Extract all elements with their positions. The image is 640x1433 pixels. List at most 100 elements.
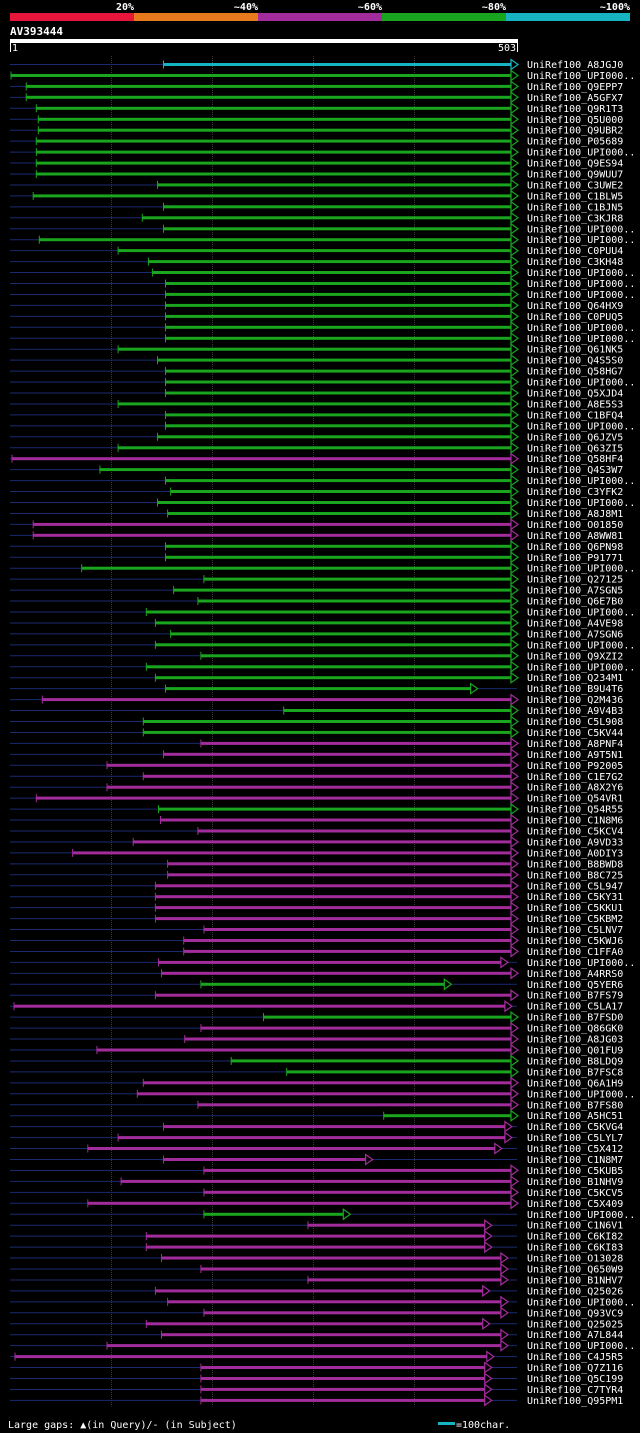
hit-label[interactable]: UniRef100_UPI000.. [527, 1341, 635, 1352]
hit-row[interactable]: UniRef100_UPI000.. [10, 69, 635, 83]
hit-row[interactable]: UniRef100_Q9R1T3 [10, 102, 623, 115]
hit-label[interactable]: UniRef100_O01850 [527, 520, 623, 531]
hit-label[interactable]: UniRef100_UPI000.. [527, 268, 635, 279]
hit-label[interactable]: UniRef100_Q5U000 [527, 115, 623, 126]
hit-label[interactable]: UniRef100_Q25026 [527, 1286, 623, 1297]
hit-row[interactable]: UniRef100_A9T5N1 [10, 748, 623, 761]
hit-row[interactable]: UniRef100_C1FFA0 [10, 945, 623, 958]
hit-row[interactable]: UniRef100_A9V4B3 [10, 704, 623, 718]
hit-label[interactable]: UniRef100_UPI000.. [527, 279, 635, 290]
hit-label[interactable]: UniRef100_C5X412 [527, 1144, 623, 1155]
hit-row[interactable]: UniRef100_Q7Z116 [10, 1361, 623, 1375]
hit-label[interactable]: UniRef100_Q9WUU7 [527, 170, 623, 181]
hit-label[interactable]: UniRef100_C1BLW5 [527, 191, 623, 202]
hit-label[interactable]: UniRef100_A7L844 [527, 1330, 623, 1341]
hit-label[interactable]: UniRef100_B7FSD0 [527, 1013, 623, 1024]
hit-label[interactable]: UniRef100_Q25025 [527, 1319, 623, 1330]
hit-label[interactable]: UniRef100_UPI000.. [527, 564, 635, 575]
hit-row[interactable]: UniRef100_C3UWE2 [10, 178, 623, 192]
hit-row[interactable]: UniRef100_C5L947 [10, 879, 623, 893]
hit-row[interactable]: UniRef100_Q58HF4 [10, 452, 623, 466]
hit-row[interactable]: UniRef100_C1BFQ4 [10, 408, 623, 422]
hit-row[interactable]: UniRef100_A7SGN6 [10, 627, 623, 641]
hit-row[interactable]: UniRef100_C5X412 [10, 1142, 623, 1156]
hit-row[interactable]: UniRef100_A9VD33 [10, 835, 623, 849]
hit-label[interactable]: UniRef100_O13028 [527, 1254, 623, 1265]
hit-label[interactable]: UniRef100_Q61NK5 [527, 345, 623, 356]
hit-label[interactable]: UniRef100_UPI000.. [527, 476, 635, 487]
hit-row[interactable]: UniRef100_B8BWD8 [10, 857, 623, 871]
hit-row[interactable]: UniRef100_C4J5R5 [10, 1350, 623, 1364]
hit-label[interactable]: UniRef100_Q4S3W7 [527, 465, 623, 476]
hit-label[interactable]: UniRef100_Q54VR1 [527, 794, 623, 805]
hit-row[interactable]: UniRef100_UPI000.. [10, 1087, 635, 1101]
hit-label[interactable]: UniRef100_A7SGN6 [527, 629, 623, 640]
hit-row[interactable]: UniRef100_Q6A1H9 [10, 1076, 623, 1090]
hit-label[interactable]: UniRef100_UPI000.. [527, 608, 635, 619]
hit-row[interactable]: UniRef100_A4RRS0 [10, 967, 623, 980]
hit-row[interactable]: UniRef100_B8LDQ9 [10, 1054, 623, 1068]
hit-row[interactable]: UniRef100_C5KCV4 [10, 824, 623, 838]
hit-row[interactable]: UniRef100_UPI000.. [10, 419, 635, 433]
hit-label[interactable]: UniRef100_C4J5R5 [527, 1352, 623, 1363]
hit-label[interactable]: UniRef100_A9VD33 [527, 837, 623, 848]
hit-label[interactable]: UniRef100_UPI000.. [527, 290, 635, 301]
hit-row[interactable]: UniRef100_UPI000.. [10, 233, 635, 247]
hit-row[interactable]: UniRef100_P92005 [10, 759, 623, 772]
hit-row[interactable]: UniRef100_Q54VR1 [10, 791, 623, 805]
hit-label[interactable]: UniRef100_Q6JZV5 [527, 432, 623, 443]
hit-row[interactable]: UniRef100_UPI000.. [10, 1208, 635, 1221]
hit-row[interactable]: UniRef100_UPI000.. [10, 1295, 635, 1309]
hit-label[interactable]: UniRef100_B7FS80 [527, 1100, 623, 1111]
hit-row[interactable]: UniRef100_UPI000.. [10, 1339, 635, 1353]
hit-label[interactable]: UniRef100_A4VE98 [527, 618, 623, 629]
hit-label[interactable]: UniRef100_P05689 [527, 137, 623, 148]
hit-label[interactable]: UniRef100_C5KBM2 [527, 914, 623, 925]
hit-label[interactable]: UniRef100_C1FFA0 [527, 947, 623, 958]
hit-row[interactable]: UniRef100_A8PNF4 [10, 737, 623, 750]
hit-label[interactable]: UniRef100_C5LYL7 [527, 1133, 623, 1144]
hit-row[interactable]: UniRef100_A8E5S3 [10, 397, 623, 411]
hit-row[interactable]: UniRef100_C1BLW5 [10, 189, 623, 203]
hit-label[interactable]: UniRef100_UPI000.. [527, 421, 635, 432]
hit-label[interactable]: UniRef100_Q234M1 [527, 673, 623, 684]
hit-label[interactable]: UniRef100_Q5YER6 [527, 980, 623, 991]
hit-row[interactable]: UniRef100_Q650W9 [10, 1262, 623, 1276]
hit-row[interactable]: UniRef100_C1N8M7 [10, 1153, 623, 1167]
hit-row[interactable]: UniRef100_Q5U000 [10, 113, 623, 126]
hit-row[interactable]: UniRef100_UPI000.. [10, 474, 635, 488]
hit-label[interactable]: UniRef100_C1N6V1 [527, 1221, 623, 1232]
hit-row[interactable]: UniRef100_B7FS80 [10, 1098, 623, 1112]
hit-label[interactable]: UniRef100_A8JGJ0 [527, 60, 623, 71]
hit-row[interactable]: UniRef100_UPI000.. [10, 321, 635, 334]
hit-label[interactable]: UniRef100_C1N8M6 [527, 816, 623, 827]
hit-row[interactable]: UniRef100_O13028 [10, 1251, 623, 1265]
hit-label[interactable]: UniRef100_C6KI82 [527, 1232, 623, 1243]
hit-row[interactable]: UniRef100_A8X2Y6 [10, 781, 623, 794]
hit-label[interactable]: UniRef100_P92005 [527, 761, 623, 772]
hit-row[interactable]: UniRef100_C5KUB5 [10, 1164, 623, 1177]
hit-label[interactable]: UniRef100_C5KKU1 [527, 903, 623, 914]
hit-row[interactable]: UniRef100_C5KCV5 [10, 1186, 623, 1199]
hit-row[interactable]: UniRef100_P05689 [10, 134, 623, 148]
hit-label[interactable]: UniRef100_Q6E7B0 [527, 597, 623, 608]
hit-row[interactable]: UniRef100_B7FS79 [10, 989, 623, 1002]
hit-label[interactable]: UniRef100_Q54R55 [527, 805, 623, 816]
hit-row[interactable]: UniRef100_C5LYL7 [10, 1131, 623, 1145]
hit-row[interactable]: UniRef100_Q9XZI2 [10, 649, 623, 663]
hit-row[interactable]: UniRef100_UPI000.. [10, 145, 635, 159]
hit-row[interactable]: UniRef100_C0PUU4 [10, 244, 623, 258]
hit-label[interactable]: UniRef100_Q7Z116 [527, 1363, 623, 1374]
hit-label[interactable]: UniRef100_Q9R1T3 [527, 104, 623, 115]
hit-row[interactable]: UniRef100_UPI000.. [10, 605, 635, 619]
hit-row[interactable]: UniRef100_Q2M436 [10, 693, 623, 707]
hit-row[interactable]: UniRef100_C5LA17 [10, 1000, 623, 1013]
hit-row[interactable]: UniRef100_A8JG03 [10, 1032, 623, 1046]
hit-row[interactable]: UniRef100_Q9UBR2 [10, 124, 623, 137]
hit-row[interactable]: UniRef100_Q93VC9 [10, 1306, 623, 1320]
hit-label[interactable]: UniRef100_UPI000.. [527, 640, 635, 651]
hit-row[interactable]: UniRef100_UPI000.. [10, 496, 635, 510]
hit-label[interactable]: UniRef100_B8BWD8 [527, 859, 623, 870]
hit-label[interactable]: UniRef100_C5KWJ6 [527, 936, 623, 947]
hit-label[interactable]: UniRef100_Q9XZI2 [527, 651, 623, 662]
